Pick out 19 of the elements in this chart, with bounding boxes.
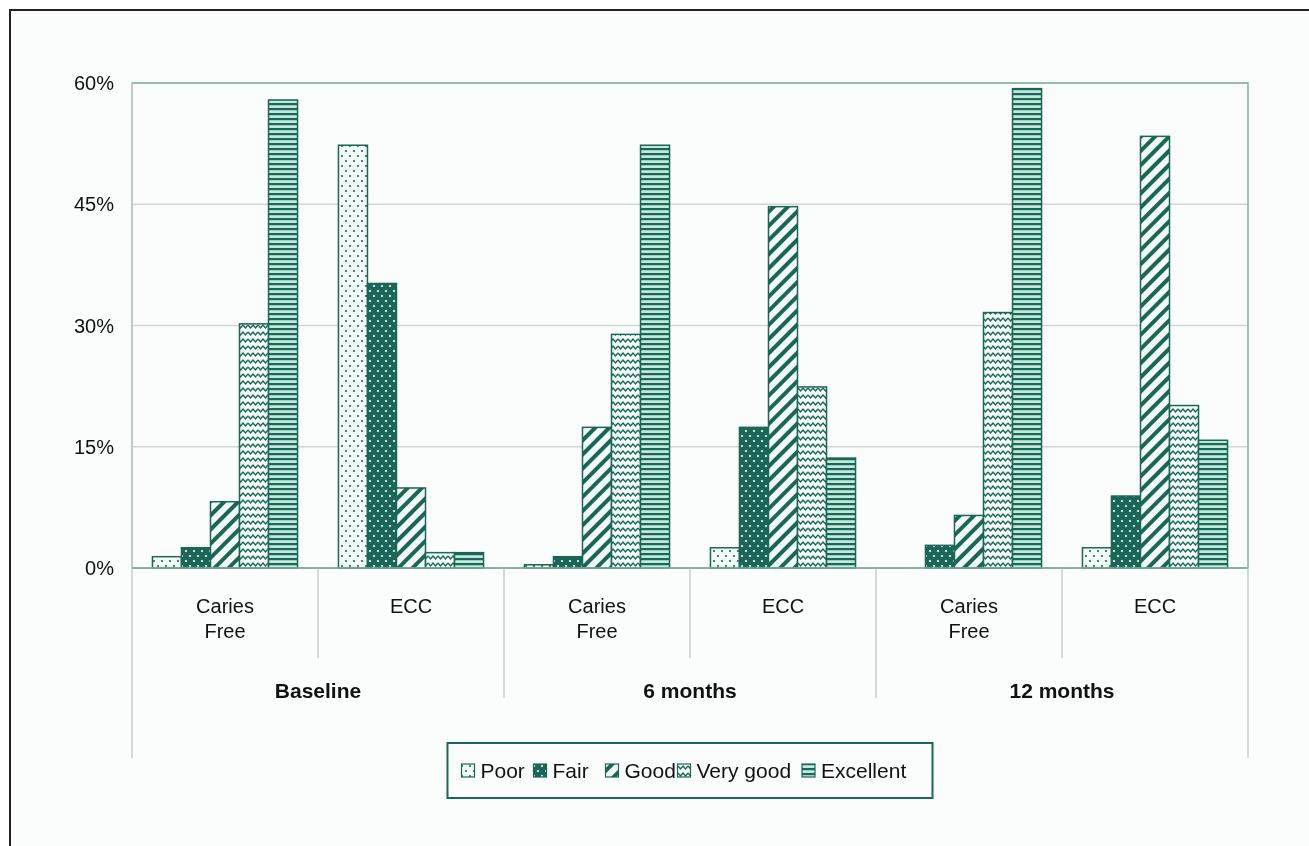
legend-label: Very good (696, 759, 792, 783)
text: 12 months (1009, 679, 1115, 702)
x-tick-label: ECC (389, 595, 433, 617)
x-tick-label: ECC (761, 595, 805, 617)
y-tick-label: 15% (73, 435, 115, 458)
legend-label: Good (624, 759, 676, 783)
y-tick-label: 0% (85, 557, 115, 579)
x-tick-label: Caries Free (196, 595, 254, 642)
y-tick-label: 30% (73, 314, 115, 337)
y-tick-label: 45% (73, 193, 115, 216)
x-tick-label: Caries Free (568, 595, 626, 642)
text: 6 months (643, 679, 737, 702)
legend-label: Poor (480, 759, 525, 783)
x-tick-label: ECC (1133, 595, 1177, 617)
y-tick-label: 60% (73, 72, 115, 94)
legend-label: Fair (552, 759, 589, 783)
text: Baseline (274, 679, 362, 702)
x-tick-label: Caries Free (940, 595, 998, 642)
legend-label: Excellent (821, 759, 907, 783)
